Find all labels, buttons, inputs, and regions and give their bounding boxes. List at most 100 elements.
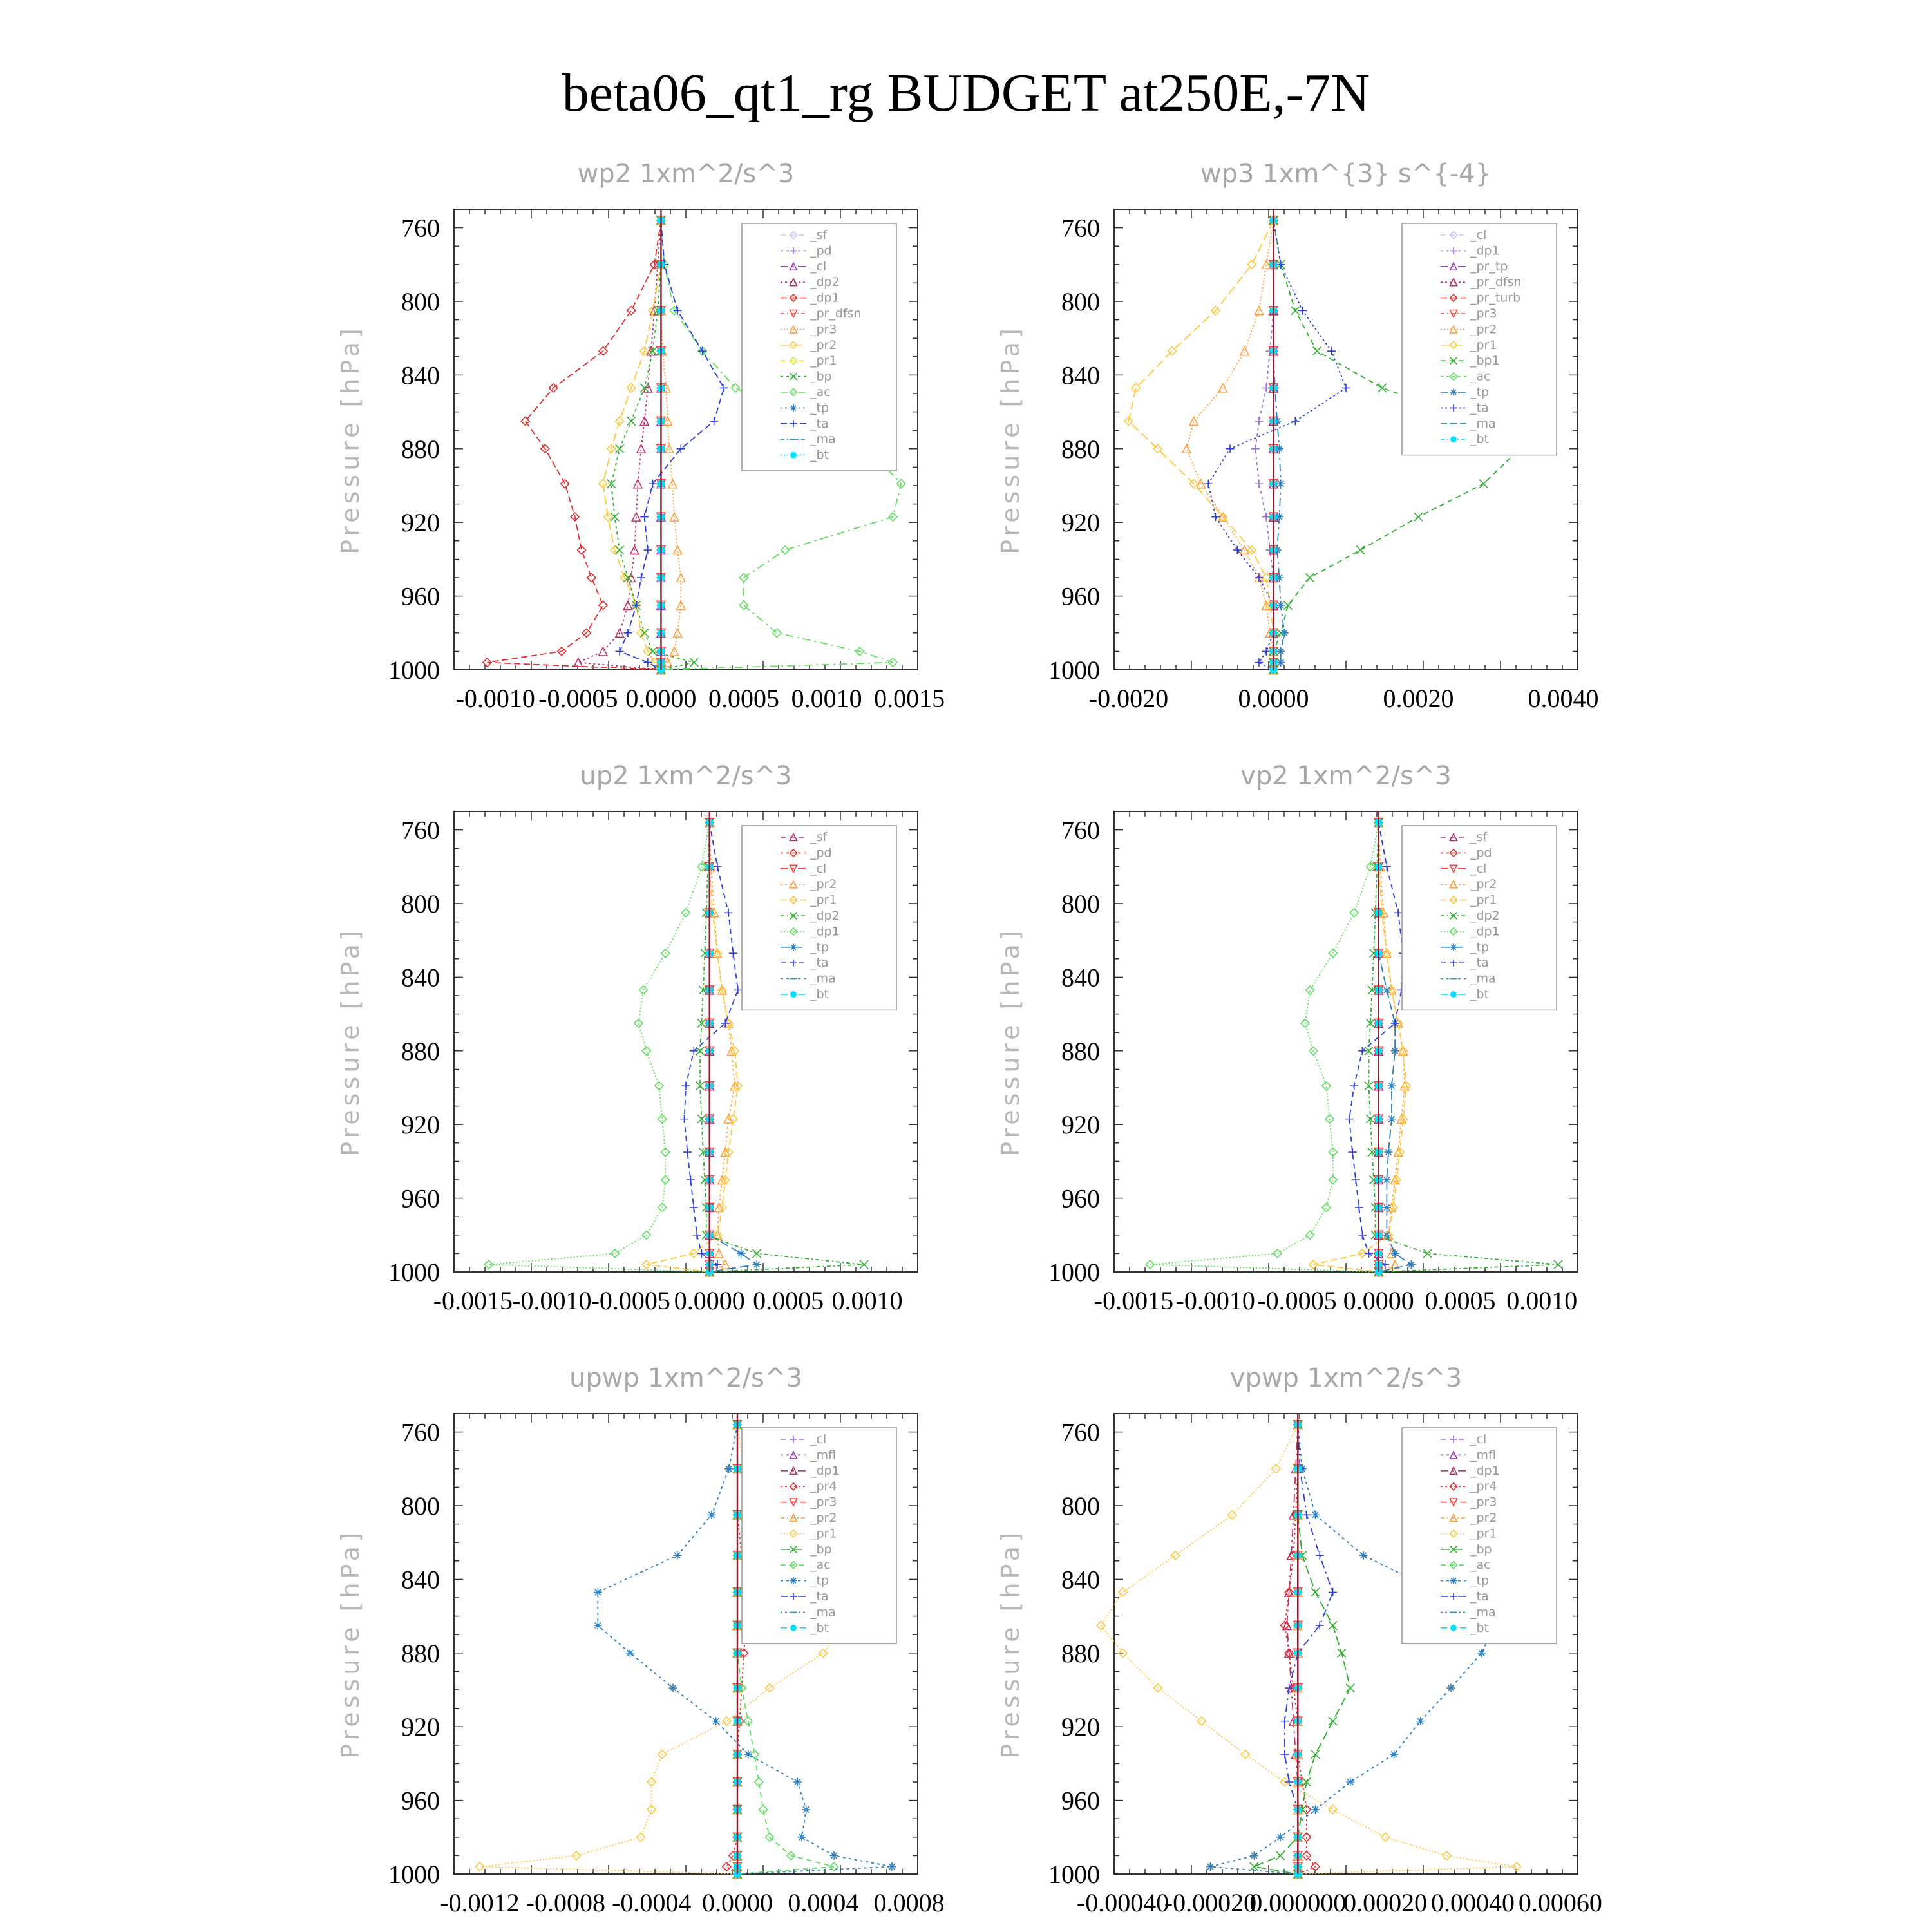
legend-entry: _mfl	[781, 1448, 836, 1462]
legend-marker	[789, 261, 798, 271]
series-dp1	[1145, 817, 1384, 1277]
data-point	[1345, 1683, 1355, 1693]
legend: _sf _pd _cl_pr2 _pr1 _dp2_dp1 _tp _ta _ma_bt	[1401, 825, 1557, 1011]
data-point	[1395, 1147, 1405, 1157]
legend-label: _cl	[1470, 1432, 1486, 1446]
data-point	[887, 657, 898, 668]
data-point	[681, 907, 691, 918]
data-point	[615, 444, 625, 453]
data-point	[1406, 1260, 1416, 1269]
legend-marker	[1449, 848, 1458, 858]
legend-entry: _sf	[781, 228, 828, 242]
data-point	[1479, 479, 1488, 489]
data-point	[697, 1018, 706, 1028]
data-point	[730, 1046, 740, 1056]
legend-entry: _pr3	[1441, 1495, 1497, 1510]
data-point	[614, 627, 625, 638]
y-tick-label: 920	[1061, 508, 1100, 537]
data-point	[636, 628, 647, 638]
data-point	[673, 306, 682, 315]
data-point	[726, 1045, 737, 1056]
data-point	[1311, 1587, 1320, 1597]
series-line	[618, 220, 725, 670]
data-point	[1328, 1175, 1338, 1185]
data-point	[1291, 417, 1300, 426]
x-tick-label: -0.0015	[1094, 1286, 1173, 1315]
x-tick-label: 0.0000	[1343, 1286, 1414, 1315]
y-tick-label: 1000	[1048, 656, 1100, 685]
legend-label: _bp	[810, 370, 832, 384]
data-point	[623, 600, 633, 611]
data-point	[1321, 1081, 1332, 1091]
data-point	[643, 646, 653, 657]
panel-1: wp2 1xm^2/s^3 Pressure [hPa] 760 800 840 880 9…	[336, 159, 945, 713]
x-tick-label: 0.0008	[874, 1888, 945, 1917]
legend-marker	[1449, 1482, 1458, 1491]
data-point	[1239, 345, 1250, 356]
data-point	[752, 1249, 762, 1258]
legend-label: _ta	[810, 417, 829, 431]
data-point	[1280, 1750, 1289, 1759]
legend-entry: _ta	[781, 956, 829, 970]
legend-entry: _pd	[1441, 846, 1492, 860]
data-point	[637, 573, 646, 582]
legend-marker	[789, 341, 798, 350]
legend-entry: _ta	[781, 417, 829, 431]
legend-label: _bp	[810, 1542, 832, 1557]
data-point	[1276, 260, 1285, 269]
data-point	[586, 573, 597, 583]
data-point	[1204, 479, 1213, 488]
legend-marker	[1450, 1577, 1457, 1585]
legend-label: _sf	[810, 830, 828, 844]
legend-label: _ta	[810, 1589, 829, 1604]
legend-box	[1401, 825, 1557, 1011]
data-point	[1365, 862, 1376, 872]
legend-label: _pr2	[810, 338, 837, 352]
data-point	[1233, 545, 1242, 554]
x-tick-label: 0.0000	[702, 1888, 773, 1917]
data-point	[1218, 511, 1228, 522]
data-point	[1398, 1113, 1408, 1124]
legend-label: _ta	[1470, 401, 1489, 415]
data-point	[1553, 1260, 1563, 1269]
legend-marker	[789, 325, 798, 334]
panel-2: wp3 1xm^{3} s^{-4} Pressure [hPa] 760 800 84…	[996, 159, 1599, 713]
data-point	[1327, 346, 1336, 355]
legend-entry: _ta	[1441, 401, 1489, 415]
series-line	[646, 822, 739, 1273]
data-point	[639, 415, 650, 426]
data-point	[1249, 1851, 1258, 1860]
legend-label: _pr2	[810, 877, 837, 891]
data-point	[1117, 1587, 1128, 1598]
data-point	[660, 948, 670, 958]
data-point	[1310, 1861, 1321, 1872]
legend-label: _mfl	[810, 1448, 836, 1462]
data-point	[1302, 1510, 1311, 1519]
data-point	[636, 1832, 646, 1842]
data-point	[707, 1510, 716, 1519]
data-point	[593, 1621, 602, 1630]
data-point	[1261, 573, 1271, 583]
data-point	[1276, 1851, 1285, 1861]
legend-entry: _bp1	[1441, 354, 1500, 368]
data-point	[1254, 305, 1264, 316]
data-point	[739, 600, 749, 611]
data-point	[1388, 1202, 1399, 1213]
legend-marker	[1449, 357, 1458, 365]
legend-label: _bp1	[1470, 354, 1500, 368]
y-tick-label: 880	[1061, 1639, 1100, 1668]
y-tick-label: 960	[401, 1184, 440, 1213]
legend-marker	[790, 404, 797, 412]
legend-label: _dp2	[810, 909, 840, 923]
data-point	[638, 985, 649, 996]
data-point	[626, 305, 636, 316]
data-point	[887, 1862, 896, 1871]
data-point	[633, 1018, 644, 1028]
legend-marker	[789, 832, 798, 842]
data-point	[540, 444, 551, 454]
data-point	[1285, 1777, 1294, 1786]
data-point	[714, 1248, 724, 1258]
data-point	[797, 1833, 806, 1842]
legend-marker	[1449, 309, 1458, 319]
data-point	[1189, 478, 1199, 489]
